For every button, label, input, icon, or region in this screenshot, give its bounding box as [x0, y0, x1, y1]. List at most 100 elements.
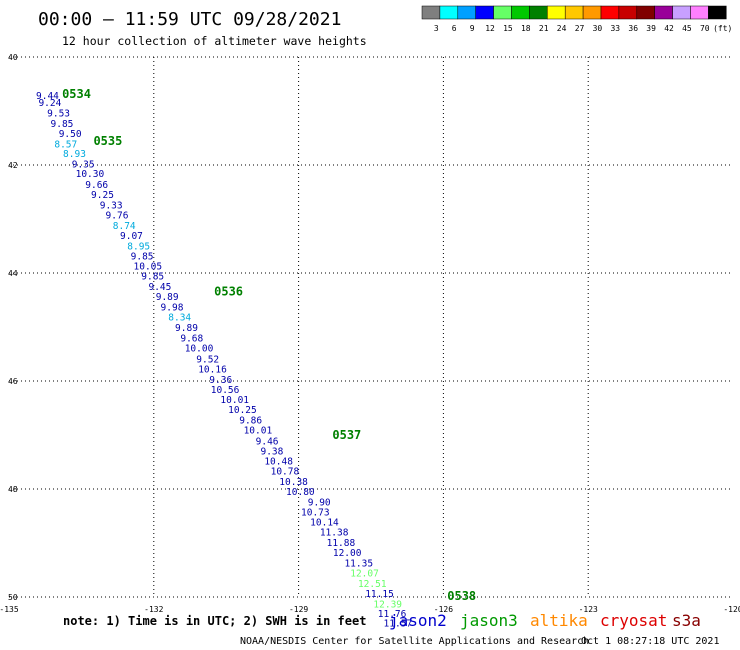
y-tick-label: 44	[8, 269, 18, 278]
wave-height-point: 8.93	[63, 149, 86, 160]
time-label: 0534	[62, 87, 91, 101]
color-scale-label: 15	[503, 24, 513, 33]
wave-height-point: 10.73	[301, 508, 330, 519]
wave-height-point: 10.56	[211, 385, 240, 396]
wave-height-point: 10.78	[271, 467, 300, 478]
color-scale-legend: 3 6 9 12 15 18 21 24 27 30 33 36 39 42 45 70 (ft)	[421, 5, 732, 33]
color-scale-swatch	[654, 5, 673, 20]
x-tick-label: -129	[289, 605, 308, 614]
wave-height-points: 9.449.249.539.859.508.578.939.3510.309.6…	[36, 91, 412, 630]
x-tick-label: -132	[144, 605, 163, 614]
color-scale-label: 45	[682, 24, 692, 33]
wave-height-point: 9.46	[256, 436, 279, 447]
wave-height-point: 10.00	[185, 344, 214, 355]
color-scale-swatch	[708, 5, 727, 20]
satellite-legend-jason2: jason2	[389, 611, 447, 630]
color-scale-swatch	[672, 5, 691, 20]
wave-height-point: 10.05	[134, 261, 163, 272]
wave-height-point: 9.24	[38, 98, 61, 109]
y-tick-label: 42	[8, 161, 18, 170]
wave-height-point: 10.48	[264, 456, 293, 467]
wave-height-point: 9.25	[91, 190, 114, 201]
wave-height-point: 8.95	[127, 241, 150, 252]
wave-height-point: 9.85	[131, 252, 154, 263]
color-scale-swatch	[564, 5, 584, 20]
color-scale-swatch	[547, 5, 566, 20]
x-tick-label: -120	[723, 605, 740, 614]
footer-timestamp: Oct 1 08:27:18 UTC 2021	[581, 636, 719, 647]
color-scale-swatch	[636, 5, 655, 20]
x-tick-label: -126	[434, 605, 453, 614]
time-label: 0538	[447, 589, 476, 603]
wave-height-point: 11.76	[378, 609, 407, 620]
y-tick-label: 40	[8, 53, 18, 62]
footer-credit: NOAA/NESDIS Center for Satellite Applica…	[240, 636, 589, 647]
color-scale-label: 42	[664, 24, 674, 33]
wave-height-point: 11.57	[384, 618, 413, 629]
color-scale-swatch	[600, 5, 620, 20]
color-scale-swatch	[421, 5, 441, 20]
color-scale-swatch	[582, 5, 602, 20]
wave-height-point: 9.85	[51, 119, 74, 130]
wave-height-point: 10.38	[279, 477, 308, 488]
wave-height-point: 9.38	[260, 447, 283, 458]
wave-height-point: 12.07	[350, 569, 379, 580]
wave-height-point: 9.45	[148, 282, 171, 293]
wave-height-point: 10.30	[76, 169, 105, 180]
wave-height-point: 10.80	[286, 487, 315, 498]
wave-height-point: 9.98	[161, 302, 184, 313]
wave-height-point: 10.14	[310, 517, 339, 528]
color-scale-swatch	[439, 5, 459, 20]
color-scale-label: 21	[539, 24, 549, 33]
satellite-legend-cryosat: cryosat	[600, 611, 667, 630]
map-grid	[9, 56, 733, 598]
chart-subtitle: 12 hour collection of altimeter wave hei…	[62, 34, 367, 48]
color-scale-swatch	[511, 5, 530, 20]
color-scale-swatch	[690, 5, 709, 20]
color-scale-label: 24	[557, 24, 567, 33]
color-scale-label: 33	[610, 24, 620, 33]
color-scale-label: 6	[452, 24, 457, 33]
y-tick-label: 46	[8, 377, 18, 386]
time-label: 0536	[214, 284, 243, 298]
color-scale-label: 36	[628, 24, 638, 33]
wave-height-point: 9.66	[85, 180, 108, 191]
wave-height-point: 10.25	[228, 405, 257, 416]
wave-height-point: 9.68	[180, 333, 203, 344]
wave-height-point: 11.88	[327, 538, 356, 549]
x-tick-label: -135	[0, 605, 19, 614]
color-scale-label: 70	[700, 24, 710, 33]
color-scale-swatch	[618, 5, 638, 20]
y-axis-ticks: 40 42 44 46 48 50	[8, 53, 18, 602]
wave-height-point: 9.44	[36, 91, 59, 102]
color-scale-label: (ft)	[713, 24, 732, 33]
x-axis-ticks: -135 -132 -129 -126 -123 -120	[0, 605, 740, 614]
wave-height-point: 12.39	[373, 599, 402, 610]
wave-height-point: 8.57	[54, 139, 77, 150]
color-scale-label: 30	[593, 24, 603, 33]
wave-height-point: 9.35	[72, 159, 95, 170]
wave-height-point: 9.33	[100, 200, 123, 211]
wave-height-point: 9.52	[196, 354, 219, 365]
color-scale-swatch	[529, 5, 548, 20]
y-tick-label: 50	[8, 593, 18, 602]
wave-height-point: 10.16	[198, 365, 227, 376]
color-scale-swatch	[493, 5, 512, 20]
color-scale-label: 3	[434, 24, 439, 33]
wave-height-point: 8.74	[113, 221, 136, 232]
wave-height-point: 9.89	[156, 292, 179, 303]
wave-height-point: 9.50	[59, 129, 82, 140]
y-tick-label: 48	[8, 485, 18, 494]
satellite-legend-jason3: jason3	[460, 611, 518, 630]
wave-height-point: 8.34	[168, 313, 191, 324]
wave-height-point: 12.51	[358, 579, 387, 590]
satellite-legend-altika: altika	[530, 611, 588, 630]
color-scale-label: 39	[646, 24, 656, 33]
footer-note: note: 1) Time is in UTC; 2) SWH is in fe…	[63, 614, 366, 628]
x-tick-label: -123	[579, 605, 598, 614]
wave-height-point: 11.38	[320, 528, 349, 539]
wave-height-point: 9.86	[239, 415, 262, 426]
color-scale-swatch	[475, 5, 494, 20]
